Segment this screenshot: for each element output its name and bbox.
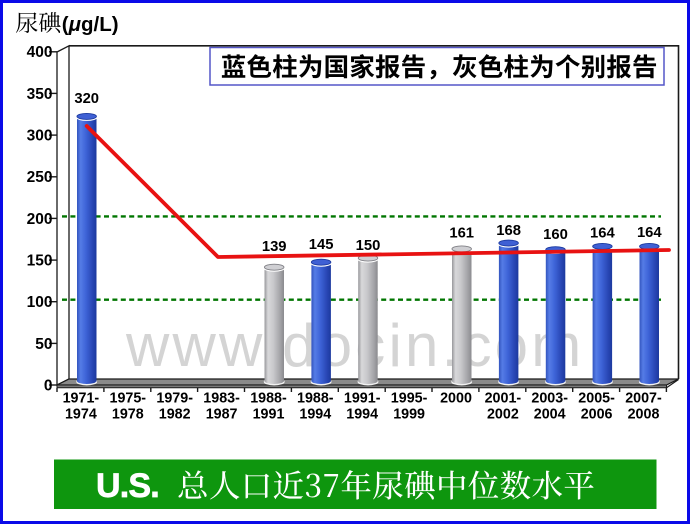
- svg-text:1982: 1982: [159, 407, 191, 423]
- svg-text:1987: 1987: [206, 407, 238, 423]
- svg-text:1979-: 1979-: [156, 390, 193, 406]
- svg-text:1983-: 1983-: [203, 390, 240, 406]
- svg-text:2000: 2000: [440, 390, 472, 406]
- svg-text:2003-: 2003-: [531, 390, 568, 406]
- svg-text:164: 164: [590, 226, 615, 242]
- svg-text:168: 168: [496, 223, 521, 239]
- svg-text:50: 50: [35, 336, 52, 353]
- svg-text:0: 0: [44, 377, 53, 394]
- svg-text:2004: 2004: [534, 407, 566, 423]
- svg-text:2007-: 2007-: [625, 390, 662, 406]
- svg-text:300: 300: [27, 128, 53, 145]
- svg-text:400: 400: [27, 44, 53, 61]
- svg-text:1988-: 1988-: [297, 390, 334, 406]
- svg-text:2006: 2006: [581, 407, 613, 423]
- svg-text:200: 200: [27, 211, 53, 228]
- svg-text:164: 164: [637, 225, 662, 241]
- svg-text:1991-: 1991-: [344, 390, 381, 406]
- svg-text:150: 150: [356, 238, 381, 254]
- svg-text:1999: 1999: [393, 407, 425, 423]
- svg-text:1988-: 1988-: [250, 390, 287, 406]
- svg-text:2008: 2008: [628, 407, 660, 423]
- svg-text:139: 139: [262, 239, 287, 255]
- svg-text:U.S.: U.S.: [96, 467, 159, 505]
- svg-text:250: 250: [27, 169, 53, 186]
- svg-text:1991: 1991: [253, 407, 285, 423]
- svg-text:1975-: 1975-: [110, 390, 147, 406]
- svg-text:161: 161: [449, 226, 474, 242]
- svg-text:160: 160: [543, 227, 568, 243]
- svg-text:145: 145: [309, 237, 334, 253]
- svg-text:100: 100: [27, 294, 53, 311]
- svg-text:1974: 1974: [65, 407, 97, 423]
- svg-text:2001-: 2001-: [485, 390, 522, 406]
- svg-text:1971-: 1971-: [63, 390, 100, 406]
- svg-text:(μg/L): (μg/L): [62, 13, 119, 36]
- svg-text:1995-: 1995-: [391, 390, 428, 406]
- svg-text:2002: 2002: [487, 407, 519, 423]
- svg-text:2005-: 2005-: [578, 390, 615, 406]
- svg-text:350: 350: [27, 86, 53, 103]
- svg-text:1994: 1994: [346, 407, 378, 423]
- svg-text:1978: 1978: [112, 407, 144, 423]
- svg-text:1994: 1994: [299, 407, 331, 423]
- svg-text:320: 320: [74, 91, 99, 107]
- svg-text:150: 150: [27, 252, 53, 269]
